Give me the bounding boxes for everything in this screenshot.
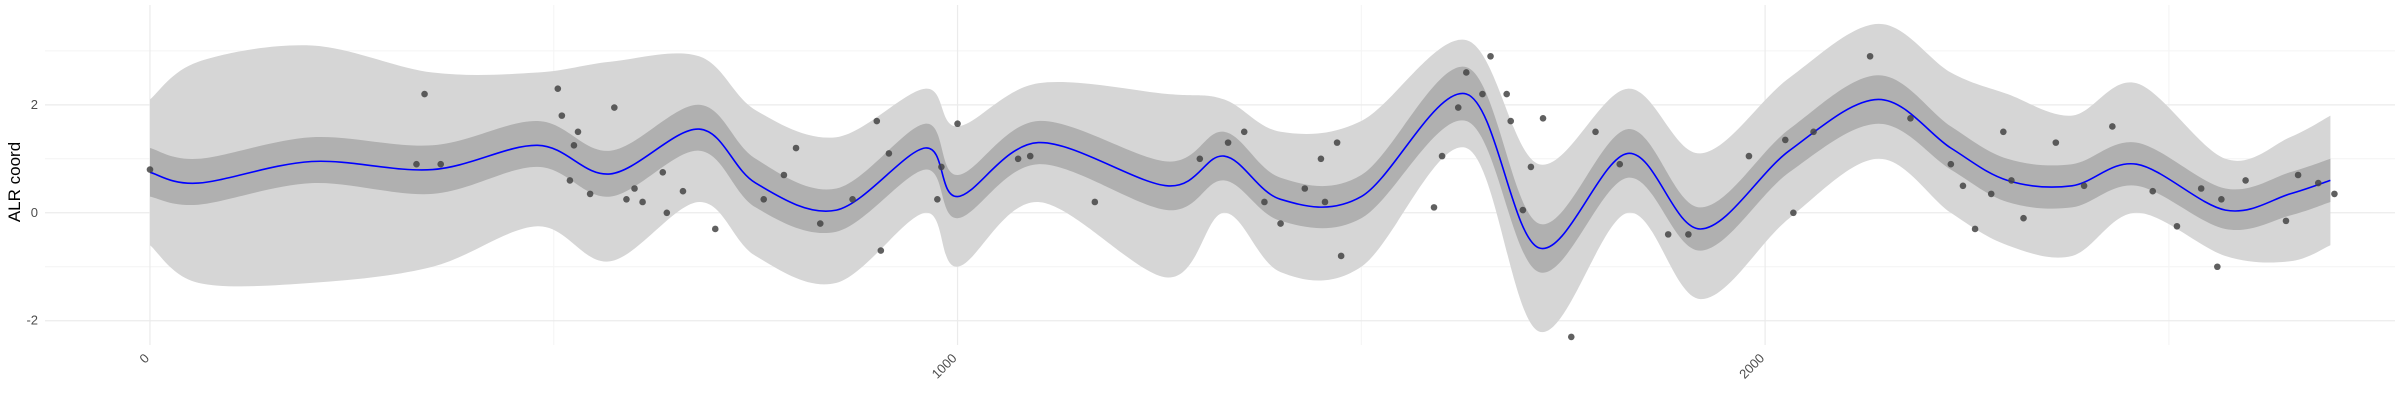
data-point (1567, 333, 1575, 341)
x-tick-label: 0 (136, 351, 152, 367)
data-point (611, 104, 618, 111)
data-point (1240, 128, 1248, 136)
data-point (873, 117, 881, 125)
data-point (1539, 115, 1547, 122)
data-point (1014, 155, 1022, 163)
data-point (1224, 139, 1232, 146)
data-point (663, 209, 671, 217)
data-point (1790, 209, 1797, 217)
data-point (2173, 222, 2181, 230)
data-point (1337, 252, 1345, 260)
data-point (2282, 217, 2290, 225)
data-point (1479, 90, 1486, 98)
data-point (623, 195, 630, 203)
data-point (1616, 160, 1624, 168)
data-point (2080, 182, 2088, 190)
data-point (760, 195, 768, 203)
data-point (938, 163, 945, 171)
data-point (1664, 231, 1672, 238)
data-point (1317, 155, 1325, 163)
data-points (146, 52, 2338, 341)
data-point (1810, 128, 1817, 136)
data-point (2214, 263, 2221, 271)
data-point (2020, 214, 2027, 222)
data-point (2149, 187, 2157, 195)
data-point (558, 112, 566, 119)
data-point (1745, 152, 1753, 160)
data-point (1463, 69, 1470, 76)
data-point (1907, 115, 1914, 122)
mean-line-path (149, 92, 2331, 250)
data-point (1026, 152, 1034, 160)
data-point (146, 166, 154, 173)
data-point (1685, 231, 1692, 238)
mean-line (149, 92, 2331, 250)
data-point (1438, 152, 1446, 160)
data-point (1527, 163, 1535, 171)
data-point (711, 225, 719, 233)
data-point (2218, 195, 2225, 203)
data-point (659, 169, 667, 176)
data-point (1321, 198, 1329, 206)
data-point (421, 90, 428, 98)
data-point (2331, 190, 2338, 198)
data-point (934, 195, 941, 203)
data-point (413, 160, 420, 168)
data-point (954, 120, 961, 128)
x-tick-label: 1000 (929, 350, 960, 381)
data-point (1261, 198, 1268, 206)
data-point (1196, 155, 1204, 163)
data-point (566, 177, 574, 184)
y-tick-label: 0 (31, 205, 38, 220)
data-point (1301, 185, 1309, 192)
data-point (1454, 104, 1462, 111)
x-tick-label: 2000 (1736, 351, 1767, 382)
data-point (1430, 204, 1438, 211)
data-point (1781, 136, 1789, 144)
data-point (2109, 123, 2116, 130)
data-point (631, 185, 638, 192)
data-point (1987, 190, 1995, 198)
data-point (1333, 139, 1341, 146)
inner-band-area (150, 66, 2331, 273)
data-point (2000, 128, 2007, 136)
data-point (849, 195, 856, 203)
data-point (437, 160, 445, 168)
y-tick-label: 2 (31, 97, 38, 112)
data-point (780, 171, 788, 179)
data-point (1947, 160, 1955, 168)
data-point (639, 198, 646, 206)
y-tick-label: -2 (26, 313, 38, 328)
data-point (554, 85, 562, 92)
data-point (877, 247, 885, 254)
data-point (1592, 128, 1599, 136)
data-point (1507, 117, 1515, 125)
confidence-band-inner (150, 66, 2331, 273)
data-point (816, 220, 824, 227)
data-point (792, 144, 800, 152)
data-point (2008, 177, 2015, 184)
data-point (570, 142, 578, 149)
data-point (1277, 220, 1284, 227)
data-point (1519, 206, 1527, 214)
data-point (586, 190, 594, 198)
data-point (2242, 177, 2249, 184)
data-point (1866, 52, 1874, 60)
data-point (1487, 52, 1494, 60)
data-point (1091, 198, 1099, 206)
data-point (1503, 90, 1510, 98)
data-point (2052, 139, 2060, 146)
data-point (1959, 182, 1967, 190)
data-point (885, 150, 893, 157)
data-point (2197, 185, 2205, 192)
y-axis-title: ALR coord (5, 142, 24, 222)
data-point (679, 187, 687, 195)
data-point (2314, 179, 2322, 187)
data-point (2294, 171, 2302, 179)
data-point (574, 128, 582, 136)
data-point (1971, 225, 1979, 233)
